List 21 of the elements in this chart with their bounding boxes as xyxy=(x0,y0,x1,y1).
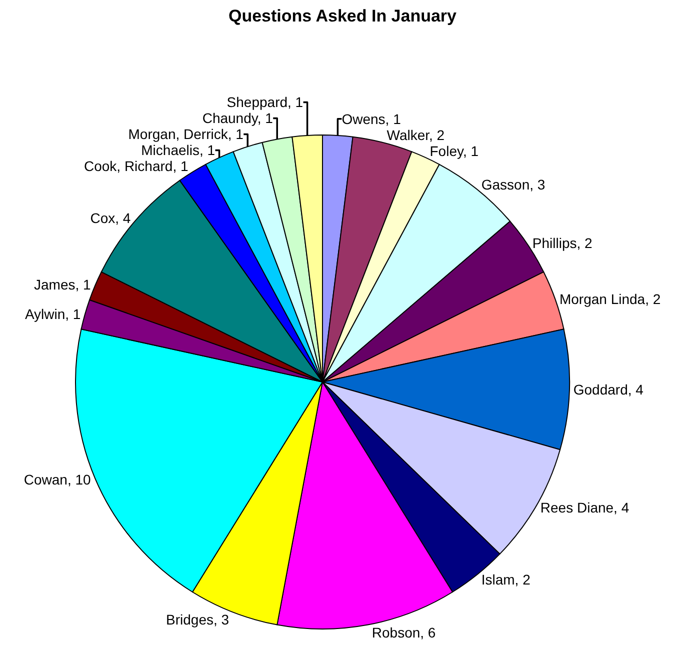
slice-label: James, 1 xyxy=(34,276,92,293)
slice-label: Owens, 1 xyxy=(342,110,402,127)
slice-label: Sheppard, 1 xyxy=(226,94,304,110)
slice-label: Morgan Linda, 2 xyxy=(559,291,661,308)
slice-label: Goddard, 4 xyxy=(573,382,644,398)
slice-label: Rees Diane, 4 xyxy=(540,500,630,516)
slice-label: Islam, 2 xyxy=(481,571,531,588)
slice-label: Phillips, 2 xyxy=(532,235,593,252)
slice-label: Robson, 6 xyxy=(372,624,436,641)
slice-label: Cox, 4 xyxy=(90,210,131,226)
slice-label: Morgan, Derrick, 1 xyxy=(128,126,244,142)
chart-title: Questions Asked In January xyxy=(228,6,458,26)
slice-label: Foley, 1 xyxy=(430,143,479,160)
slice-label: Michaelis, 1 xyxy=(141,142,216,158)
slice-label: Gasson, 3 xyxy=(481,176,546,193)
slice-label: Bridges, 3 xyxy=(166,611,230,628)
slice-label: Walker, 2 xyxy=(386,126,445,143)
slice-label: Chaundy, 1 xyxy=(202,110,274,126)
slice-label: Aylwin, 1 xyxy=(24,306,81,322)
slice-label: Cook, Richard, 1 xyxy=(84,158,188,174)
slice-label: Cowan, 10 xyxy=(24,471,92,488)
